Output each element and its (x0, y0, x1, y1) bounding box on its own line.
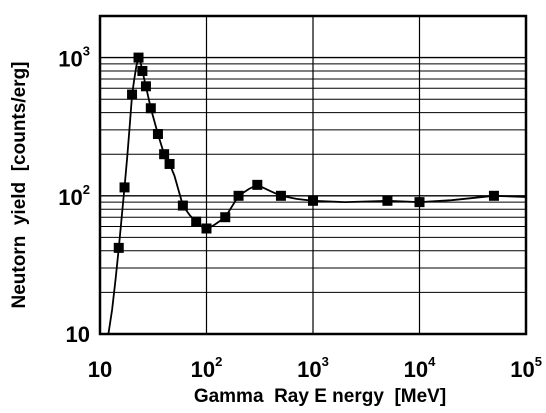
x-tick-label: 102 (191, 354, 223, 382)
data-point (152, 129, 163, 140)
data-point (113, 242, 124, 253)
x-tick-label: 105 (510, 354, 542, 382)
data-points-layer (113, 52, 499, 253)
data-point (488, 190, 499, 201)
data-point (119, 182, 130, 193)
y-tick-label: 103 (58, 44, 90, 72)
data-point (308, 195, 318, 206)
y-tick-label: 10 (66, 322, 90, 347)
data-point (382, 195, 393, 206)
data-point (127, 89, 138, 100)
y-tick-label: 102 (58, 182, 90, 210)
fit-curve-layer (107, 54, 527, 335)
data-point (145, 103, 156, 114)
data-point (177, 200, 188, 211)
data-point (252, 179, 263, 190)
data-point (220, 212, 231, 223)
x-tick-labels: 10 102 103 104 105 (88, 354, 542, 382)
data-point (137, 65, 148, 76)
data-point (164, 158, 175, 169)
data-point (275, 190, 286, 201)
x-tick-label: 104 (404, 354, 436, 382)
data-point (140, 81, 151, 92)
y-tick-labels: 10 102 103 (58, 44, 90, 347)
data-point (233, 190, 244, 201)
x-tick-label: 103 (297, 354, 329, 382)
data-point (133, 52, 144, 63)
x-axis-title: Gamma Ray E nergy [MeV] (194, 386, 446, 407)
data-point (159, 149, 170, 160)
y-axis-title: Neutorn yield [counts/erg] (9, 61, 30, 308)
data-point (414, 197, 425, 208)
fit-curve (107, 54, 527, 335)
data-point (201, 223, 212, 234)
plot-frame (98, 14, 528, 336)
data-point (191, 216, 202, 227)
x-tick-label: 10 (88, 357, 112, 382)
grid-lines (99, 15, 527, 334)
